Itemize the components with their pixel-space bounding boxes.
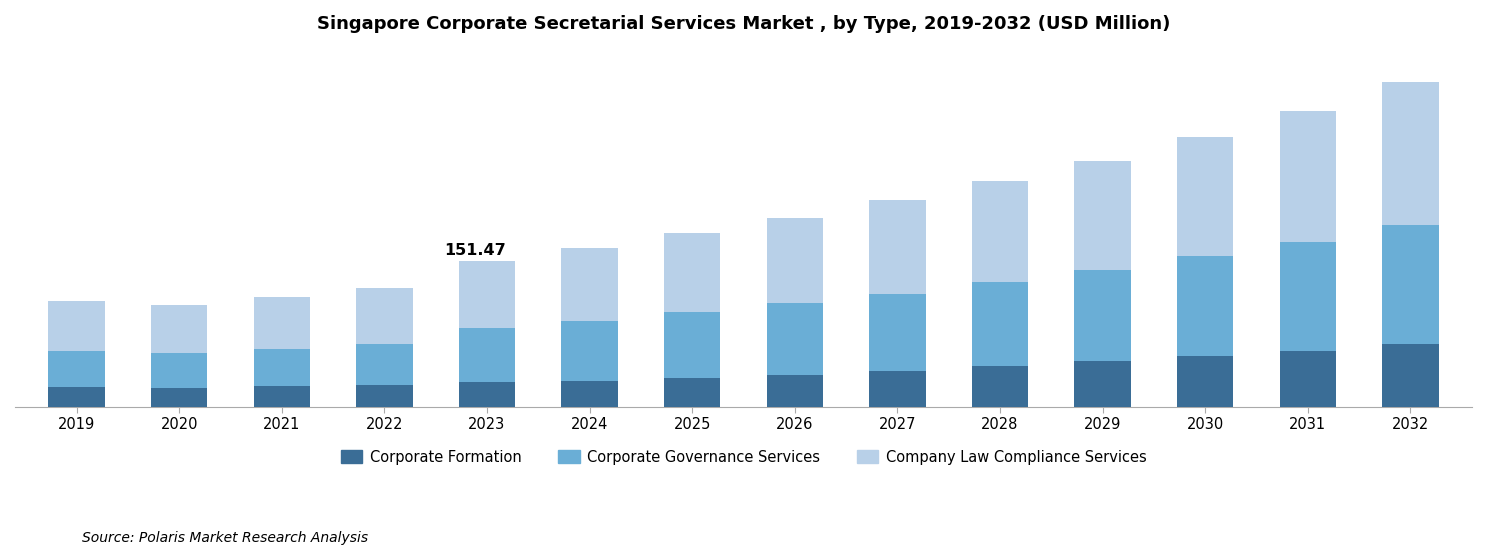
Bar: [562, 248, 617, 321]
Bar: [767, 218, 822, 304]
Bar: [152, 388, 207, 407]
Bar: [254, 349, 309, 386]
Bar: [152, 305, 207, 352]
Bar: [870, 294, 925, 371]
Bar: [1280, 242, 1335, 351]
Bar: [1075, 161, 1130, 270]
Legend: Corporate Formation, Corporate Governance Services, Company Law Compliance Servi: Corporate Formation, Corporate Governanc…: [335, 444, 1152, 471]
Bar: [1383, 344, 1438, 407]
Bar: [1075, 361, 1130, 407]
Bar: [1075, 270, 1130, 361]
Bar: [49, 387, 104, 407]
Bar: [1178, 136, 1233, 256]
Bar: [1280, 351, 1335, 407]
Bar: [870, 371, 925, 407]
Text: Source: Polaris Market Research Analysis: Source: Polaris Market Research Analysis: [82, 531, 367, 545]
Text: 151.47: 151.47: [445, 243, 506, 258]
Bar: [972, 366, 1028, 407]
Bar: [49, 351, 104, 387]
Title: Singapore Corporate Secretarial Services Market , by Type, 2019-2032 (USD Millio: Singapore Corporate Secretarial Services…: [317, 15, 1170, 33]
Bar: [767, 304, 822, 375]
Bar: [665, 312, 720, 378]
Bar: [870, 200, 925, 294]
Bar: [49, 300, 104, 351]
Bar: [357, 344, 412, 385]
Bar: [1383, 82, 1438, 225]
Bar: [972, 282, 1028, 366]
Bar: [767, 375, 822, 407]
Bar: [254, 386, 309, 407]
Bar: [357, 288, 412, 344]
Bar: [1178, 256, 1233, 356]
Bar: [357, 385, 412, 407]
Bar: [254, 297, 309, 349]
Bar: [459, 260, 515, 328]
Bar: [459, 383, 515, 407]
Bar: [152, 352, 207, 388]
Bar: [562, 321, 617, 380]
Bar: [665, 233, 720, 312]
Bar: [459, 328, 515, 383]
Bar: [972, 181, 1028, 282]
Bar: [665, 378, 720, 407]
Bar: [1178, 356, 1233, 407]
Bar: [1383, 225, 1438, 344]
Bar: [1280, 111, 1335, 242]
Bar: [562, 380, 617, 407]
